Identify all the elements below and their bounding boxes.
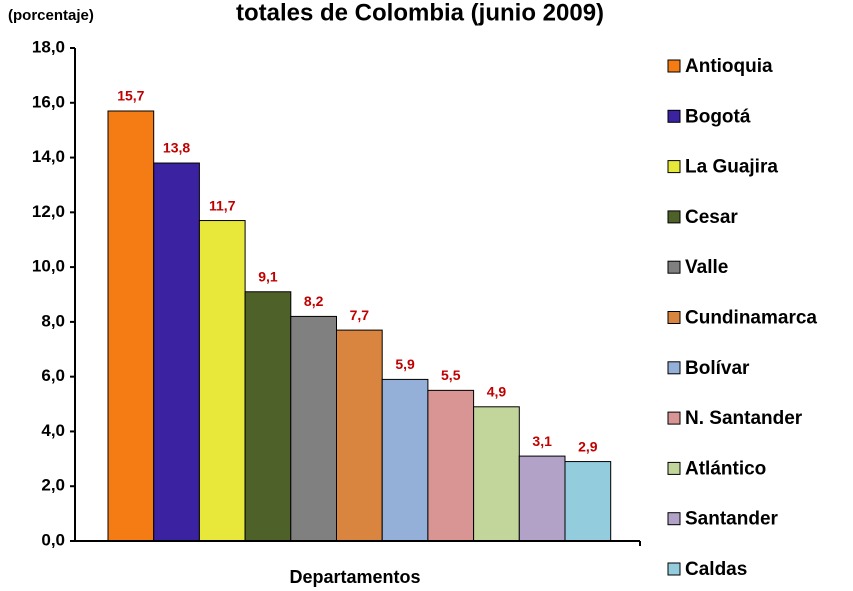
value-label: 5,5: [441, 367, 461, 383]
legend-label: Caldas: [685, 559, 747, 580]
legend-swatch: [667, 59, 681, 73]
legend-swatch: [667, 562, 681, 576]
legend-swatch: [667, 361, 681, 375]
value-label: 7,7: [350, 307, 370, 323]
y-tick-label: 14,0: [32, 147, 65, 166]
legend-label: La Guajira: [685, 157, 778, 178]
legend-swatch: [667, 411, 681, 425]
legend-swatch: [667, 311, 681, 324]
bar: [107, 110, 155, 542]
y-tick-label: 12,0: [32, 202, 65, 221]
y-tick-label: 0,0: [41, 530, 65, 549]
bar: [244, 291, 292, 542]
bar: [473, 406, 520, 542]
value-label: 13,8: [163, 140, 190, 156]
value-label: 3,1: [532, 433, 552, 449]
value-label: 2,9: [578, 438, 598, 454]
value-label: 4,9: [487, 383, 507, 399]
y-tick-label: 2,0: [41, 476, 65, 495]
bar: [427, 389, 475, 542]
chart-title: totales de Colombia (junio 2009): [236, 0, 604, 26]
value-label: 11,7: [209, 197, 236, 213]
y-tick-label: 16,0: [32, 92, 65, 111]
legend-swatch: [667, 160, 681, 174]
y-tick-label: 8,0: [41, 311, 65, 330]
value-label: 8,2: [304, 293, 324, 309]
legend-label: Bogotá: [685, 106, 751, 127]
bar: [290, 315, 337, 542]
value-label: 5,9: [395, 356, 415, 372]
legend-swatch: [667, 210, 681, 224]
legend-swatch: [667, 109, 681, 123]
bar: [336, 329, 383, 542]
y-tick-label: 18,0: [32, 37, 65, 56]
legend-swatch: [667, 260, 681, 274]
y-axis-label: (porcentaje): [8, 7, 94, 24]
bar: [381, 378, 429, 542]
bar: [198, 220, 246, 542]
legend-swatch: [667, 461, 681, 475]
x-axis-label: Departamentos: [289, 567, 420, 587]
y-tick-label: 10,0: [32, 257, 65, 276]
legend-label: Antioquia: [685, 56, 773, 77]
legend-label: Bolívar: [685, 358, 750, 379]
legend-label: Santander: [685, 509, 779, 530]
legend-label: Valle: [685, 257, 728, 278]
legend-label: Atlántico: [685, 458, 766, 479]
legend-label: N. Santander: [685, 408, 803, 429]
bar: [564, 461, 612, 542]
legend-label: Cundinamarca: [685, 308, 817, 329]
value-label: 15,7: [117, 88, 144, 104]
bar: [153, 162, 200, 542]
legend-label: Cesar: [685, 207, 738, 228]
value-label: 9,1: [258, 268, 278, 284]
legend-swatch: [667, 512, 681, 526]
y-tick-label: 6,0: [41, 366, 65, 385]
bar: [518, 455, 566, 542]
y-tick-label: 4,0: [41, 421, 65, 440]
